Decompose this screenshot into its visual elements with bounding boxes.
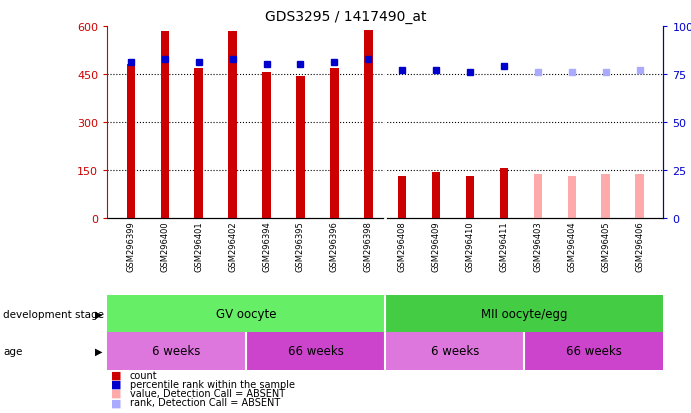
Text: GSM296399: GSM296399 (126, 221, 135, 271)
Text: ■: ■ (111, 397, 121, 407)
Text: GDS3295 / 1417490_at: GDS3295 / 1417490_at (265, 10, 426, 24)
Bar (567, 177, 576, 219)
Text: 6 weeks: 6 weeks (153, 344, 201, 358)
Bar (533, 175, 542, 219)
Text: 66 weeks: 66 weeks (287, 344, 343, 358)
Text: GSM296398: GSM296398 (363, 221, 372, 271)
Text: GSM296411: GSM296411 (500, 221, 509, 271)
Text: GSM296409: GSM296409 (432, 221, 441, 271)
Bar (364, 31, 372, 219)
Text: count: count (130, 370, 158, 380)
Text: GSM296401: GSM296401 (194, 221, 203, 271)
Text: GSM296403: GSM296403 (533, 221, 542, 271)
Bar (432, 173, 440, 219)
Text: GSM296394: GSM296394 (262, 221, 271, 271)
Bar (263, 73, 271, 219)
Text: GSM296408: GSM296408 (398, 221, 407, 271)
Bar (500, 169, 508, 219)
Text: GSM296404: GSM296404 (567, 221, 576, 271)
Bar (636, 175, 644, 219)
Bar (601, 175, 610, 219)
Text: MII oocyte/egg: MII oocyte/egg (481, 307, 567, 320)
Bar (296, 77, 305, 219)
Text: value, Detection Call = ABSENT: value, Detection Call = ABSENT (130, 388, 285, 398)
Text: 66 weeks: 66 weeks (566, 344, 622, 358)
Text: 6 weeks: 6 weeks (430, 344, 479, 358)
Bar (194, 69, 203, 219)
Bar (126, 65, 135, 219)
Text: age: age (3, 346, 23, 356)
Bar (524, 332, 663, 370)
Text: ■: ■ (111, 370, 121, 380)
Text: ■: ■ (111, 379, 121, 389)
Text: GSM296406: GSM296406 (635, 221, 644, 271)
Text: percentile rank within the sample: percentile rank within the sample (130, 379, 295, 389)
Bar (330, 69, 339, 219)
Text: GSM296410: GSM296410 (466, 221, 475, 271)
Bar (160, 32, 169, 219)
Text: GSM296405: GSM296405 (601, 221, 610, 271)
Text: GSM296395: GSM296395 (296, 221, 305, 271)
Bar (386, 332, 524, 370)
Bar (466, 177, 474, 219)
Text: development stage: development stage (3, 309, 104, 319)
Text: ▶: ▶ (95, 309, 102, 319)
Text: ■: ■ (111, 388, 121, 398)
Text: GSM296400: GSM296400 (160, 221, 169, 271)
Bar (228, 32, 237, 219)
Text: GSM296396: GSM296396 (330, 221, 339, 271)
Text: rank, Detection Call = ABSENT: rank, Detection Call = ABSENT (130, 397, 280, 407)
Bar (386, 295, 663, 332)
Text: ▶: ▶ (95, 346, 102, 356)
Bar (107, 295, 386, 332)
Bar (246, 332, 385, 370)
Bar (107, 332, 246, 370)
Text: GV oocyte: GV oocyte (216, 307, 276, 320)
Bar (398, 177, 406, 219)
Text: GSM296402: GSM296402 (228, 221, 237, 271)
